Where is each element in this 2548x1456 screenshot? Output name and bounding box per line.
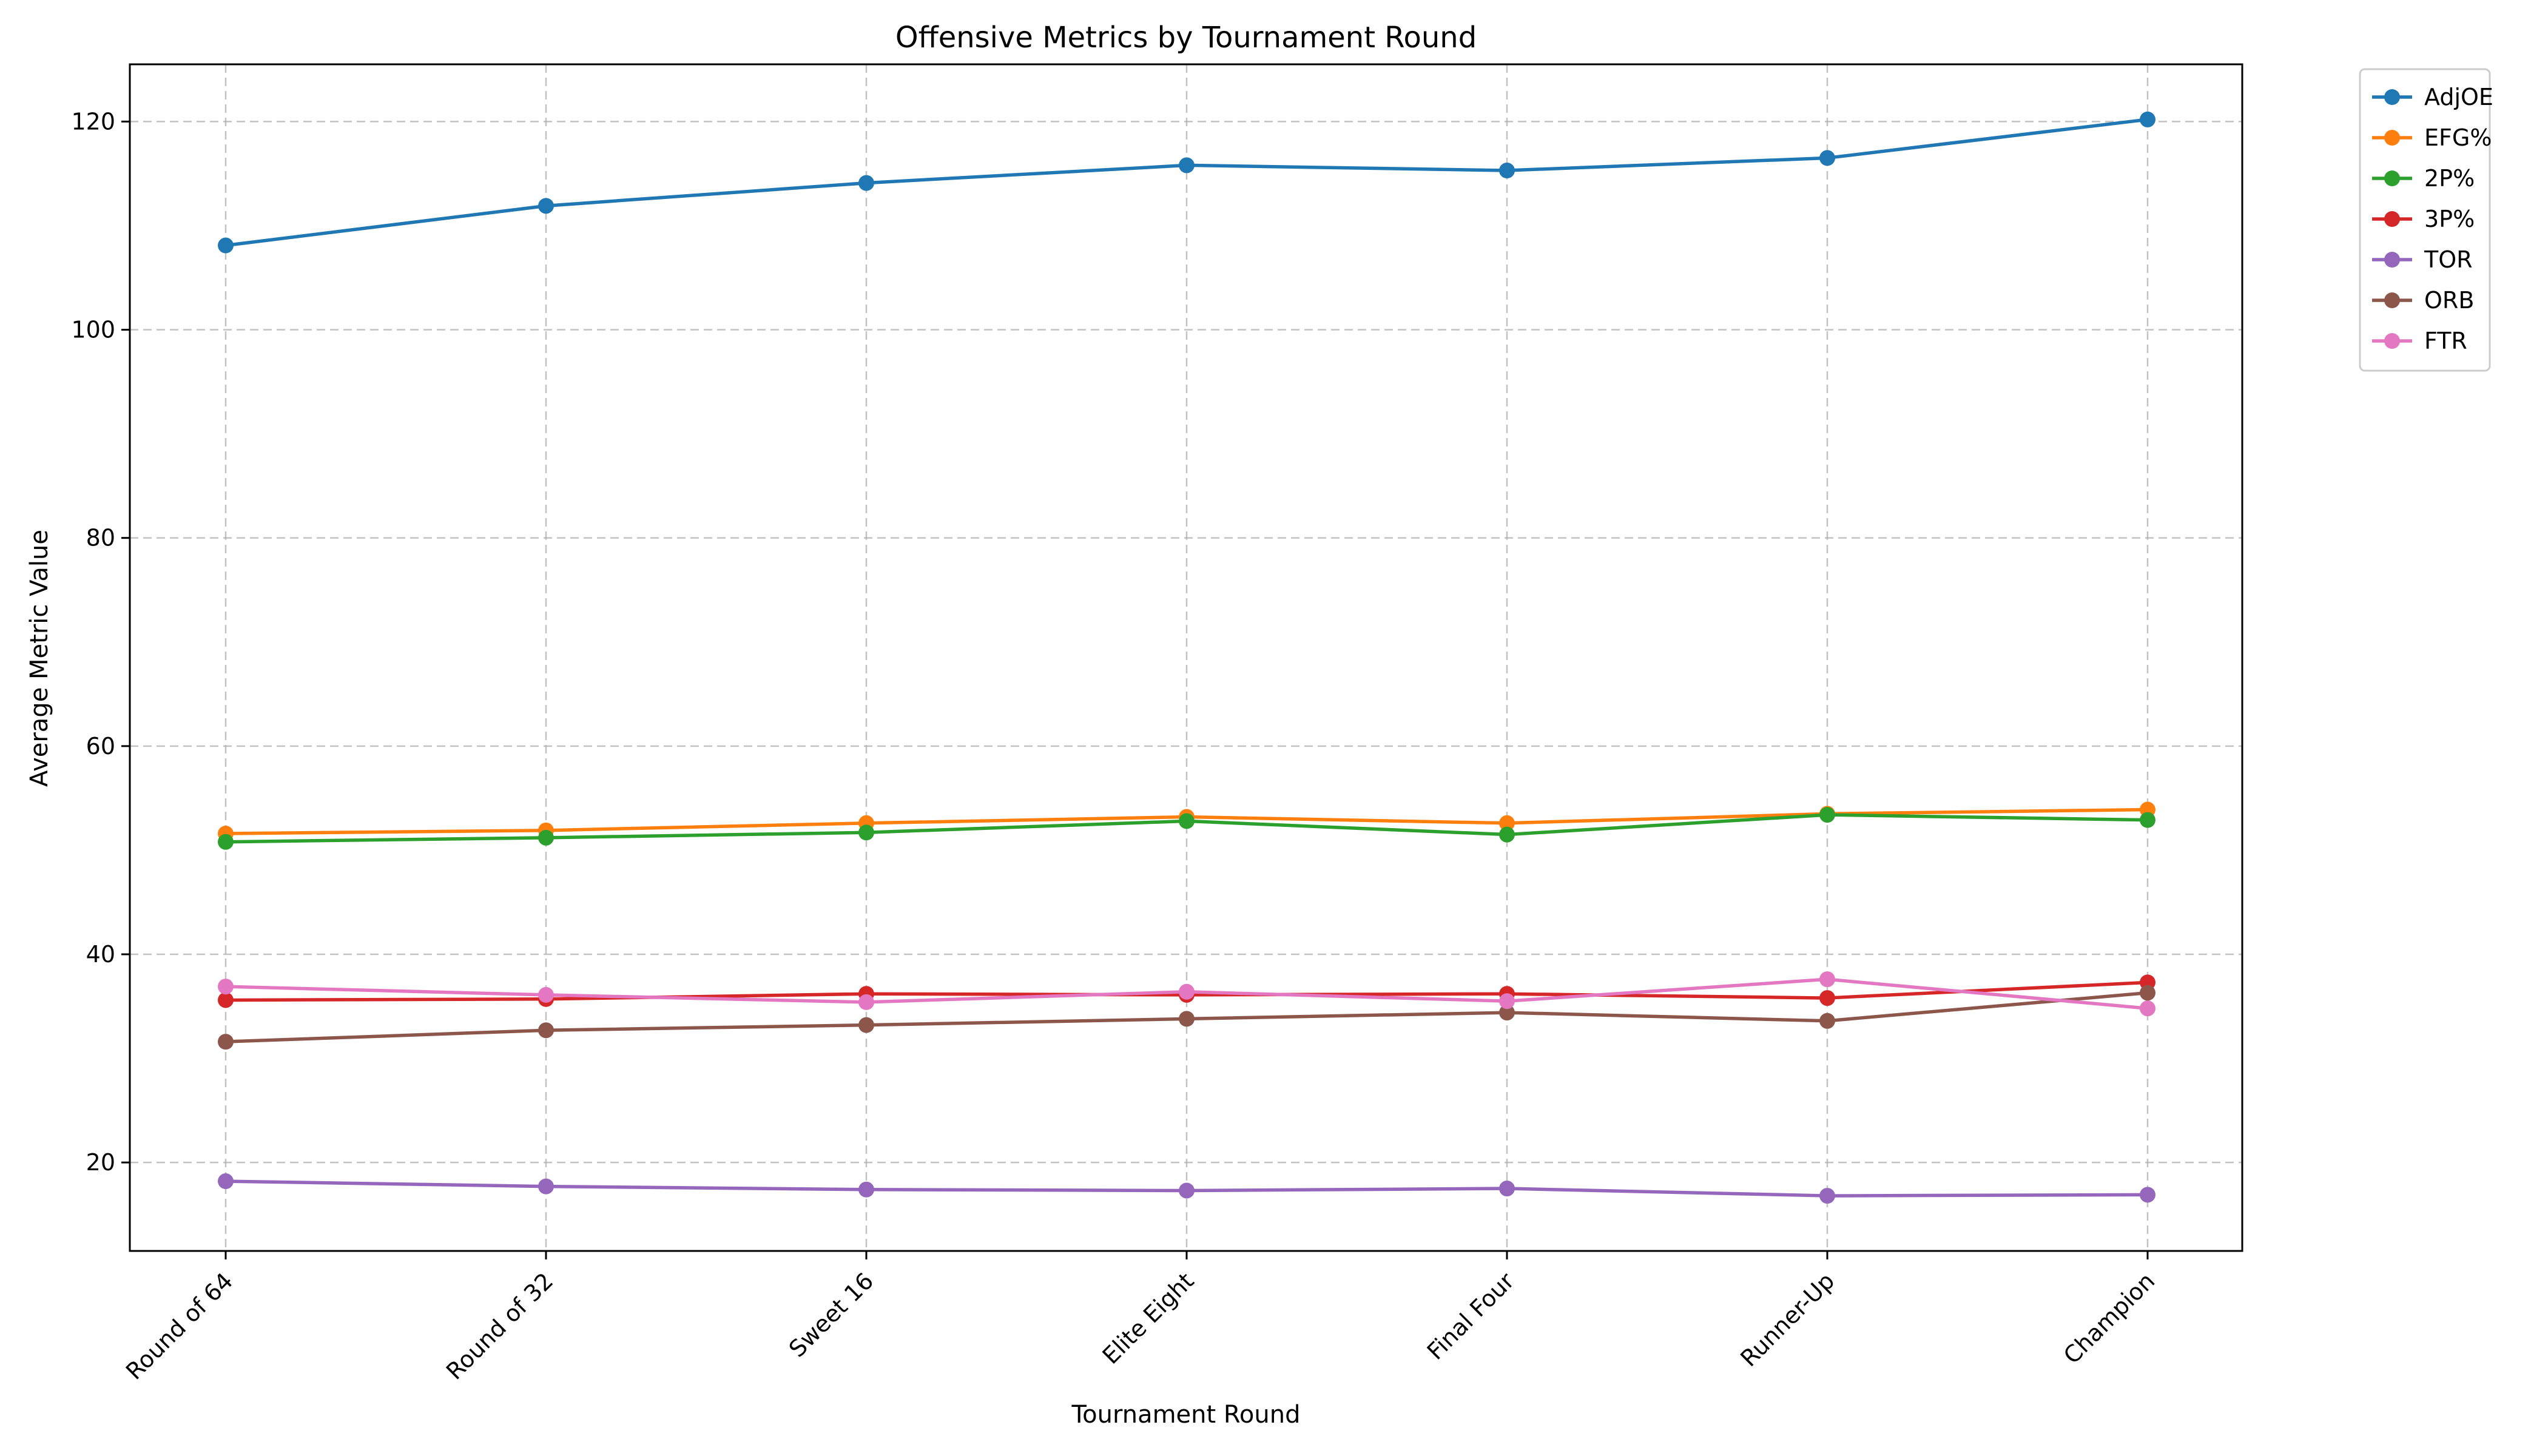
y-tick-label: 120 — [71, 108, 115, 135]
series-layer — [218, 111, 2155, 1204]
series-0 — [218, 111, 2155, 254]
series-4 — [218, 1173, 2155, 1204]
data-point — [1179, 157, 1195, 174]
data-point — [218, 834, 234, 850]
y-tick-label: 40 — [86, 941, 115, 968]
data-point — [2140, 111, 2155, 127]
series-6 — [218, 971, 2155, 1017]
chart-title: Offensive Metrics by Tournament Round — [895, 21, 1477, 55]
y-tick-label: 100 — [71, 317, 115, 343]
plot-frame — [129, 63, 2243, 1252]
data-point — [858, 824, 874, 841]
data-point — [1819, 807, 1835, 823]
data-point — [1179, 1011, 1195, 1027]
data-point — [1179, 813, 1195, 829]
data-point — [1819, 1013, 1835, 1029]
data-point — [1819, 150, 1835, 166]
data-point — [2140, 1187, 2155, 1203]
data-point — [1819, 971, 1835, 988]
legend-item: 2P% — [2372, 165, 2475, 192]
legend-item: EFG% — [2372, 124, 2492, 151]
legend-marker — [2384, 170, 2400, 186]
legend-label: AdjOE — [2424, 84, 2493, 110]
data-point — [218, 237, 234, 254]
legend-marker — [2384, 211, 2400, 227]
legend: AdjOE EFG% 2P% 3P% TOR ORB FTR — [2359, 68, 2493, 372]
legend-marker — [2384, 89, 2400, 105]
data-point — [218, 992, 234, 1008]
data-point — [1819, 990, 1835, 1006]
grid — [130, 64, 2242, 1251]
legend-item: ORB — [2372, 287, 2474, 314]
data-point — [858, 994, 874, 1010]
legend-label: 3P% — [2424, 206, 2475, 232]
x-tick-label: Sweet 16 — [784, 1267, 878, 1362]
y-tick-label: 20 — [86, 1149, 115, 1176]
legend-item: FTR — [2372, 328, 2467, 354]
legend-marker — [2384, 333, 2400, 349]
data-point — [1179, 1182, 1195, 1199]
data-point — [1499, 1005, 1515, 1021]
legend-marker — [2384, 292, 2400, 308]
data-point — [1499, 993, 1515, 1009]
y-tick-label: 60 — [86, 733, 115, 760]
x-tick-label: Round of 32 — [441, 1267, 558, 1384]
x-tick-label: Elite Eight — [1097, 1267, 1199, 1369]
legend-item: 3P% — [2372, 206, 2475, 232]
legend-marker — [2384, 252, 2400, 268]
legend-label: ORB — [2424, 287, 2474, 314]
data-point — [1499, 815, 1515, 831]
x-tick-label: Round of 64 — [121, 1267, 238, 1384]
x-tick-label: Champion — [2058, 1267, 2160, 1369]
data-point — [218, 1034, 234, 1050]
legend-item: AdjOE — [2372, 84, 2493, 110]
data-point — [2140, 985, 2155, 1001]
data-point — [1499, 163, 1515, 179]
legend-marker — [2384, 130, 2400, 146]
legend-label: 2P% — [2424, 165, 2475, 192]
legend-item: TOR — [2372, 246, 2473, 273]
x-tick-label: Runner-Up — [1735, 1267, 1839, 1372]
data-point — [858, 175, 874, 191]
y-axis-label: Average Metric Value — [25, 530, 53, 787]
data-point — [2140, 812, 2155, 828]
legend-label: EFG% — [2424, 124, 2492, 151]
series-5 — [218, 985, 2155, 1050]
data-point — [1179, 983, 1195, 1000]
data-point — [1499, 826, 1515, 843]
x-axis-label: Tournament Round — [1071, 1401, 1301, 1429]
legend-label: FTR — [2424, 328, 2467, 354]
data-point — [2140, 1000, 2155, 1017]
legend-label: TOR — [2424, 246, 2473, 273]
data-point — [218, 979, 234, 995]
data-point — [218, 1173, 234, 1190]
data-point — [538, 198, 554, 214]
data-point — [858, 1181, 874, 1198]
y-tick-label: 80 — [86, 525, 115, 551]
data-point — [858, 1017, 874, 1033]
data-point — [538, 986, 554, 1003]
series-2 — [218, 807, 2155, 850]
x-tick-label: Final Four — [1422, 1267, 1520, 1365]
data-point — [1499, 1181, 1515, 1197]
data-point — [538, 1178, 554, 1195]
data-point — [538, 1022, 554, 1039]
data-point — [1819, 1188, 1835, 1204]
data-point — [538, 829, 554, 846]
